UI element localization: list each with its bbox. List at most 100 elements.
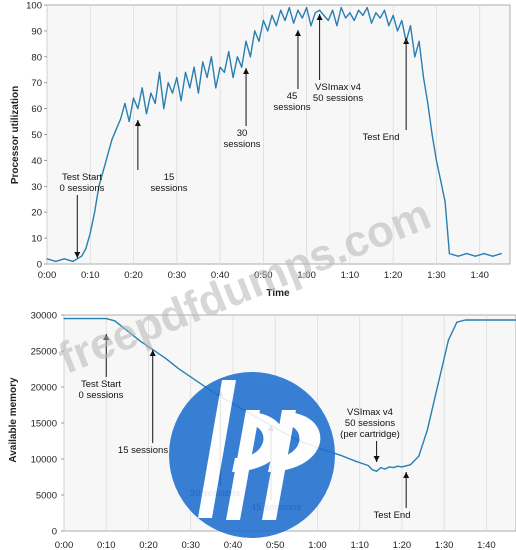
data-point (228, 51, 230, 53)
annotation: 15 sessions (118, 350, 168, 456)
arrow-head (134, 120, 141, 126)
data-point (137, 108, 139, 110)
data-point (401, 466, 403, 468)
arrow-head (373, 456, 380, 462)
annotation-label: sessions (151, 183, 188, 194)
data-point (275, 25, 277, 27)
data-point (284, 19, 286, 22)
data-point (435, 393, 437, 395)
data-point (180, 100, 182, 102)
data-point (349, 12, 351, 14)
x-tick-label: 0:40 (224, 540, 243, 550)
data-point (492, 255, 494, 257)
data-point (388, 25, 390, 27)
data-point (141, 87, 143, 89)
x-tick-label: 0:20 (124, 270, 143, 281)
data-point (89, 232, 91, 234)
data-point (357, 9, 360, 11)
data-point (139, 340, 141, 342)
annotation-label: 0 sessions (60, 183, 105, 194)
data-point (119, 118, 122, 120)
data-point (164, 357, 166, 359)
data-point (431, 133, 433, 136)
data-point (414, 56, 416, 58)
data-point (232, 76, 234, 79)
annotation-label: VSImax v4 (347, 407, 393, 418)
x-tick-label: 0:50 (266, 540, 285, 550)
plot-area (46, 4, 511, 265)
data-point (63, 318, 65, 320)
data-point (336, 25, 338, 27)
y-tick-label: 60 (31, 104, 42, 115)
y-axis-title: Available memory (8, 377, 19, 463)
data-point (331, 9, 334, 11)
x-tick-label: 0:10 (81, 270, 100, 281)
annotation-label: 15 sessions (118, 445, 168, 456)
x-tick-label: 0:30 (181, 540, 200, 550)
data-point (190, 376, 192, 378)
data-point (202, 61, 204, 63)
annotation-label: 50 sessions (313, 93, 363, 104)
data-point (124, 102, 126, 105)
annotation-label: 45 (287, 91, 298, 102)
data-point (464, 319, 466, 321)
data-point (202, 384, 205, 387)
data-point (397, 465, 399, 467)
data-point (310, 25, 312, 27)
annotation-label: Test End (363, 132, 400, 143)
y-tick-labels: 0 10 20 30 40 50 60 70 80 90 100 (26, 1, 42, 271)
annotation-label: (per cartridge) (340, 429, 400, 440)
data-point (388, 466, 390, 468)
data-point (409, 25, 412, 27)
data-point (384, 468, 386, 470)
data-point (427, 102, 429, 105)
annotation-label: Test End (374, 510, 411, 521)
data-point (405, 40, 407, 42)
data-point (176, 76, 178, 79)
annotation-label: 50 sessions (345, 418, 395, 429)
data-point (271, 14, 273, 16)
data-point (262, 19, 264, 22)
data-point (483, 253, 485, 255)
y-tick-label: 20000 (31, 383, 57, 394)
data-point (448, 253, 451, 255)
x-tick-label: 1:20 (384, 270, 403, 281)
y-tick-label: 90 (31, 26, 42, 37)
data-point (132, 97, 135, 99)
data-point (354, 460, 357, 462)
data-point (306, 6, 308, 9)
data-point (128, 120, 130, 123)
data-point (72, 260, 74, 263)
data-point (379, 17, 381, 19)
data-point (466, 253, 468, 255)
data-point (267, 30, 269, 32)
x-tick-label: 0:20 (139, 540, 158, 550)
x-tick-label: 1:30 (435, 540, 454, 550)
x-tick-label: 0:30 (168, 270, 187, 281)
data-point (314, 12, 316, 14)
annotation-label: 0 sessions (79, 390, 124, 401)
data-point (401, 19, 403, 22)
arrow-head (149, 350, 156, 356)
data-point (177, 367, 179, 369)
data-point (474, 255, 476, 257)
x-tick-label: 1:40 (477, 540, 496, 550)
data-point (443, 357, 445, 359)
x-tick-label: 0:00 (38, 270, 57, 281)
data-point (375, 470, 378, 472)
annotation-label: Test Start (81, 379, 121, 390)
data-point (435, 159, 438, 161)
data-point (392, 14, 394, 16)
data-point (485, 319, 488, 321)
data-point (115, 128, 117, 130)
y-axis-title: Processor utilization (10, 86, 21, 184)
data-point (457, 255, 459, 257)
y-tick-label: 0 (52, 527, 57, 538)
data-point (366, 6, 368, 9)
data-point (236, 56, 238, 58)
